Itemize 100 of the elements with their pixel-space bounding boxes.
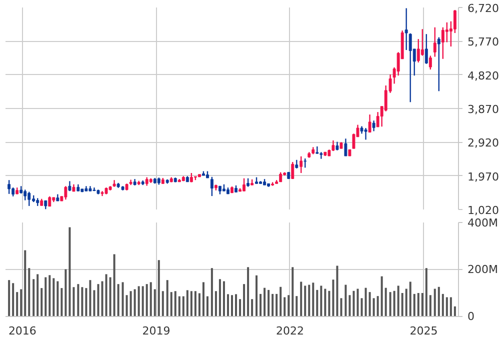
bar	[93, 290, 96, 316]
bar	[150, 282, 152, 316]
bar	[438, 286, 440, 316]
bar	[12, 283, 14, 316]
bar	[450, 297, 452, 316]
candlestick	[279, 172, 282, 182]
bar	[235, 294, 238, 316]
bar	[446, 297, 448, 316]
candlestick	[344, 138, 348, 157]
bar	[117, 284, 120, 316]
bar	[393, 290, 396, 316]
bar	[226, 294, 229, 316]
y-tick-label: 5,770	[468, 36, 499, 49]
bar	[85, 288, 88, 316]
candlestick	[68, 180, 72, 192]
bar	[324, 288, 326, 316]
bar	[64, 269, 67, 316]
bar	[372, 298, 375, 316]
candlestick	[28, 191, 31, 207]
bar	[344, 284, 347, 316]
candlestick	[304, 158, 307, 168]
bar	[336, 266, 338, 316]
candlestick	[210, 176, 214, 197]
bar	[36, 274, 39, 316]
bar	[276, 294, 278, 316]
candlestick	[437, 36, 440, 92]
bar	[376, 296, 379, 316]
candlestick	[428, 55, 432, 70]
bar	[230, 295, 234, 316]
bar	[312, 282, 314, 316]
bar	[190, 291, 192, 316]
bar	[296, 296, 298, 316]
y-tick-label: 400M	[468, 216, 498, 230]
bar	[97, 284, 100, 316]
candlestick	[441, 26, 444, 60]
y-tick-label: 200M	[468, 263, 498, 276]
bar	[442, 294, 444, 316]
bar	[348, 295, 351, 316]
bar	[186, 290, 188, 316]
bar	[166, 280, 168, 316]
bar	[239, 299, 242, 316]
candlestick	[24, 189, 27, 201]
bar	[202, 282, 204, 316]
candlestick	[368, 114, 372, 133]
bar	[288, 295, 290, 316]
candlestick	[316, 146, 319, 154]
candlestick	[320, 151, 323, 160]
bar	[24, 250, 26, 316]
candlestick	[453, 9, 456, 34]
bar	[268, 290, 270, 316]
bar	[304, 286, 306, 316]
bar	[170, 292, 172, 316]
bar	[247, 267, 250, 316]
bar	[206, 296, 208, 316]
bar	[154, 289, 156, 316]
bar	[292, 267, 294, 316]
bar	[320, 286, 322, 316]
y-tick-label: 4,820	[468, 69, 499, 82]
bar	[174, 291, 176, 316]
bar	[243, 284, 246, 316]
bar	[218, 279, 221, 316]
bar	[316, 290, 318, 316]
bar	[198, 293, 200, 316]
bar	[77, 284, 80, 316]
bar	[214, 291, 217, 316]
bar	[182, 296, 184, 316]
bar	[409, 282, 412, 316]
bar	[264, 288, 266, 316]
bar	[405, 288, 408, 316]
bar	[332, 280, 334, 316]
bar	[134, 289, 136, 316]
y-tick-label: 1,020	[468, 204, 499, 217]
bar	[122, 282, 124, 316]
bar	[413, 294, 416, 316]
bar	[360, 298, 363, 316]
bar	[389, 292, 392, 316]
bar	[142, 286, 144, 316]
bar	[417, 293, 420, 316]
bar	[384, 288, 387, 316]
bar	[89, 280, 92, 316]
y-tick-label: 0	[468, 310, 474, 323]
bar	[162, 291, 164, 316]
y-tick-label: 1,970	[468, 170, 499, 184]
bar	[352, 290, 355, 316]
x-tick-label: 2016	[8, 324, 36, 338]
bar	[260, 294, 262, 316]
x-tick-label: 2025	[410, 324, 438, 338]
candlestick	[48, 196, 52, 207]
bar	[284, 297, 286, 316]
y-tick-label: 6,720	[468, 2, 499, 15]
bar	[68, 227, 71, 316]
candlestick	[404, 8, 408, 51]
bar	[397, 286, 400, 316]
bar	[429, 295, 432, 316]
bar	[178, 296, 180, 316]
bar	[126, 295, 128, 316]
candlestick	[416, 38, 420, 64]
bar	[194, 291, 196, 316]
y-tick-label: 3,870	[468, 103, 499, 116]
x-tick-label: 2022	[276, 324, 304, 338]
